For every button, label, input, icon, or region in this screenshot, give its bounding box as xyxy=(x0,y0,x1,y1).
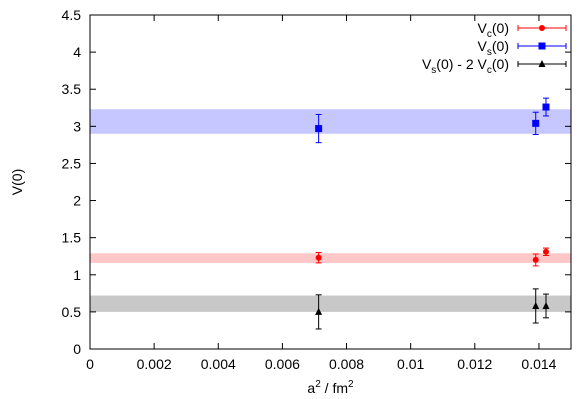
legend-text-part: V xyxy=(478,20,488,36)
fit-band-0 xyxy=(90,253,571,263)
data-point-s2-p2 xyxy=(542,293,550,319)
data-point-s1-p1 xyxy=(532,111,540,135)
point-marker xyxy=(532,256,539,263)
x-axis-title: a2 / fm2 xyxy=(307,379,354,396)
marks-layer xyxy=(315,97,550,330)
legend-text-part: c xyxy=(487,29,492,40)
legend-text-part: (0) xyxy=(492,56,509,72)
x-tick-label: 0.004 xyxy=(201,356,236,372)
point-marker xyxy=(532,301,540,309)
x-tick-label: 0.014 xyxy=(521,356,556,372)
point-marker xyxy=(542,248,549,255)
data-point-s2-p1 xyxy=(532,288,540,324)
legend-marker-0 xyxy=(539,25,545,31)
legend-text-part: (0) - 2 V xyxy=(436,56,487,72)
x-tick-label: 0 xyxy=(86,356,94,372)
legend-marker-1 xyxy=(538,42,546,50)
x-axis-title-base: a xyxy=(307,380,315,396)
data-point-s1-p0 xyxy=(315,113,323,144)
y-tick-label: 2.5 xyxy=(62,155,82,171)
legend-text-part: s xyxy=(487,47,492,58)
data-point-s0-p0 xyxy=(315,252,322,264)
point-marker xyxy=(532,119,540,127)
legend-text-part: V xyxy=(422,56,432,72)
legend-text-part: V xyxy=(478,38,488,54)
point-marker xyxy=(542,103,550,111)
legend-text-part: (0) xyxy=(492,20,509,36)
y-tick-label: 4.5 xyxy=(62,7,82,23)
legend-text-part: s xyxy=(431,65,436,76)
y-tick-label: 2 xyxy=(73,193,81,209)
y-tick-label: 3 xyxy=(73,118,81,134)
legend-label-1: Vs(0) xyxy=(478,38,509,58)
x-axis-title-mid: / fm xyxy=(321,380,348,396)
y-tick-label: 0 xyxy=(73,341,81,357)
x-tick-label: 0.01 xyxy=(397,356,424,372)
x-axis-title-exp1: 2 xyxy=(315,379,321,390)
fit-band-2 xyxy=(90,295,571,312)
data-point-s0-p1 xyxy=(532,253,539,267)
plot-frame xyxy=(89,14,572,350)
legend-label-0: Vc(0) xyxy=(478,20,509,40)
legend: Vc(0)Vs(0)Vs(0) - 2 Vc(0) xyxy=(422,20,567,76)
point-marker xyxy=(315,307,323,315)
x-tick-label: 0.008 xyxy=(329,356,364,372)
legend-text-part: (0) xyxy=(492,38,509,54)
legend-label-2: Vs(0) - 2 Vc(0) xyxy=(422,56,509,76)
data-point-s1-p2 xyxy=(542,97,550,117)
point-marker xyxy=(315,254,322,261)
data-point-s0-p2 xyxy=(542,247,549,256)
point-marker xyxy=(315,125,323,133)
x-axis-title-exp2: 2 xyxy=(348,379,354,390)
legend-marker-2 xyxy=(538,60,546,67)
fit-band-1 xyxy=(90,109,571,134)
y-axis-title: V(0) xyxy=(9,169,25,195)
y-tick-label: 4 xyxy=(73,44,81,60)
legend-text-part: c xyxy=(487,65,492,76)
x-tick-label: 0.002 xyxy=(137,356,172,372)
x-tick-label: 0.012 xyxy=(457,356,492,372)
data-point-s2-p0 xyxy=(315,294,323,330)
y-tick-label: 3.5 xyxy=(62,81,82,97)
y-tick-label: 1.5 xyxy=(62,230,82,246)
point-marker xyxy=(542,301,550,309)
y-tick-label: 1 xyxy=(73,267,81,283)
y-tick-label: 0.5 xyxy=(62,304,82,320)
ticks-layer: 0 0.5 1 1.5 2 2.5 3 3.5 4 4.5 0 0.002 0.004 0.006 0.00… xyxy=(62,7,571,372)
x-tick-label: 0.006 xyxy=(265,356,300,372)
bands-layer xyxy=(90,109,571,312)
